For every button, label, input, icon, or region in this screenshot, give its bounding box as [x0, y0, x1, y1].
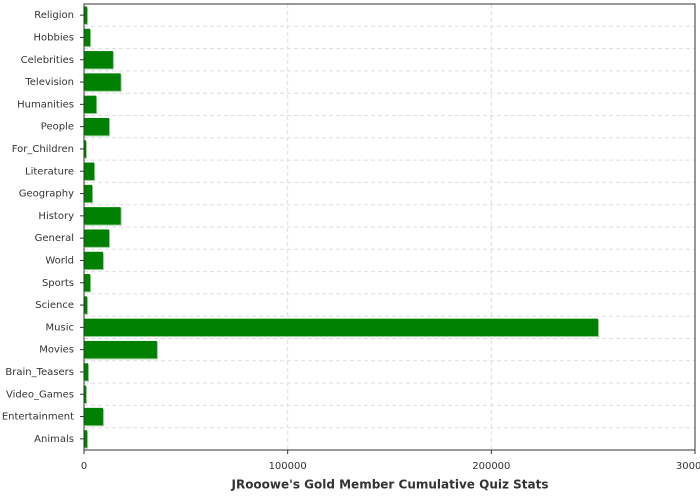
y-tick-label: Science — [35, 300, 74, 311]
bar — [84, 162, 95, 180]
x-tick-label: 100000 — [269, 461, 307, 472]
y-tick-label: Animals — [34, 434, 74, 445]
bar — [84, 95, 97, 114]
bar — [84, 407, 103, 426]
y-tick-label: Movies — [39, 345, 74, 356]
y-tick-label: Television — [24, 77, 74, 88]
y-tick-label: For_Children — [12, 144, 74, 155]
x-tick-label: 300000 — [676, 461, 700, 472]
x-tick-label: 200000 — [472, 461, 510, 472]
bar — [84, 117, 110, 136]
bar — [84, 363, 89, 381]
y-tick-label: World — [45, 255, 74, 266]
y-tick-label: History — [38, 211, 74, 222]
bar — [84, 6, 88, 24]
y-tick-label: Religion — [34, 10, 74, 21]
y-tick-label: People — [41, 122, 74, 133]
bar — [84, 296, 88, 314]
y-tick-label: Humanities — [17, 99, 74, 110]
bar — [84, 385, 87, 403]
bar — [84, 184, 93, 203]
bar — [84, 251, 103, 270]
y-tick-label: Brain_Teasers — [5, 367, 74, 378]
y-tick-label: Music — [46, 322, 74, 333]
y-tick-label: Literature — [25, 166, 74, 177]
y-tick-label: Entertainment — [2, 412, 74, 423]
bar — [84, 51, 113, 69]
chart-title: JRooowe's Gold Member Cumulative Quiz St… — [230, 478, 548, 492]
y-tick-label: Geography — [19, 189, 74, 200]
y-tick-label: Celebrities — [21, 55, 74, 66]
bar — [84, 229, 110, 247]
y-tick-label: Sports — [42, 278, 74, 289]
bar — [84, 430, 88, 448]
plot-frame — [83, 3, 696, 451]
bar — [84, 340, 157, 359]
bar — [84, 318, 599, 337]
y-tick-label: General — [35, 233, 74, 244]
bar — [84, 73, 121, 91]
bar — [84, 274, 91, 292]
y-tick-label: Hobbies — [34, 32, 74, 43]
bar — [84, 28, 91, 47]
bar — [84, 140, 87, 158]
x-tick-label: 0 — [81, 461, 87, 472]
y-tick-label: Video_Games — [6, 389, 74, 400]
bar — [84, 207, 121, 225]
